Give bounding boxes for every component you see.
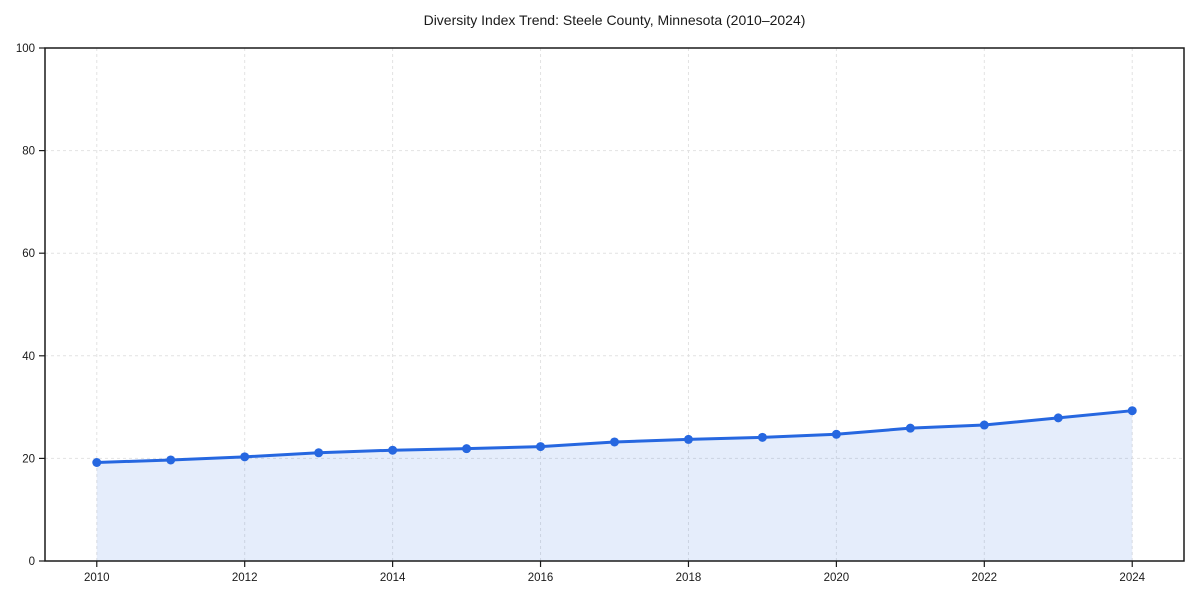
x-tick-label: 2016 — [528, 572, 554, 584]
x-tick-label: 2018 — [676, 572, 702, 584]
data-point-2017 — [610, 437, 619, 447]
y-tick-label: 0 — [29, 556, 35, 568]
data-point-2014 — [388, 445, 398, 455]
data-point-2016 — [536, 442, 546, 452]
plot-border — [44, 47, 1185, 562]
y-tick-label: 20 — [22, 453, 35, 465]
x-tick-label: 2020 — [824, 572, 850, 584]
data-point-2010 — [92, 458, 102, 468]
data-point-2024 — [1127, 406, 1137, 416]
data-point-2011 — [166, 455, 176, 465]
data-point-2023 — [1053, 413, 1063, 423]
data-point-2021 — [905, 423, 915, 433]
data-point-2015 — [462, 444, 472, 454]
y-tick-label: 100 — [16, 43, 35, 55]
y-tick-label: 80 — [22, 146, 35, 158]
x-tick-label: 2022 — [972, 572, 998, 584]
y-tick-label: 60 — [22, 248, 35, 260]
x-tick-label: 2010 — [84, 572, 110, 584]
data-point-2020 — [831, 429, 841, 439]
data-point-2012 — [240, 452, 250, 462]
data-point-2022 — [979, 420, 989, 430]
x-tick-label: 2014 — [380, 572, 406, 584]
data-point-2018 — [683, 434, 693, 444]
x-tick-label: 2024 — [1119, 572, 1145, 584]
data-point-2019 — [757, 432, 767, 442]
x-tick-label: 2012 — [232, 572, 258, 584]
y-tick-label: 40 — [22, 351, 35, 363]
chart-title: Diversity Index Trend: Steele County, Mi… — [423, 12, 806, 28]
data-point-2013 — [314, 448, 324, 458]
area-fill — [96, 410, 1133, 561]
